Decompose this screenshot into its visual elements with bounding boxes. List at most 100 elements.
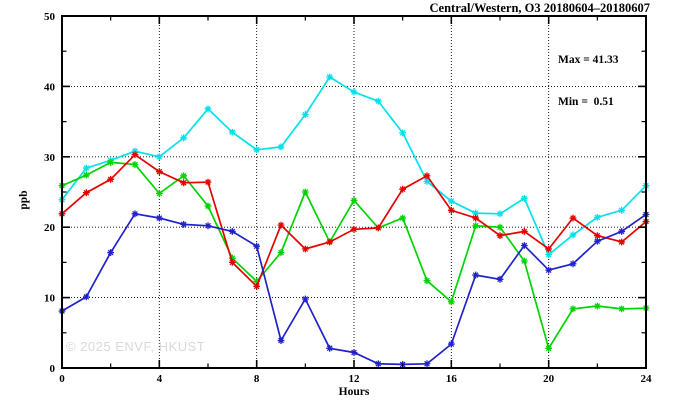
y-tick-label: 40: [44, 81, 56, 93]
x-tick-label: 12: [349, 373, 361, 385]
marker-asterisk: [447, 197, 455, 205]
marker-asterisk: [520, 228, 528, 235]
marker-asterisk: [228, 228, 236, 235]
marker-asterisk: [180, 134, 188, 142]
x-tick-label: 0: [59, 373, 65, 385]
marker-asterisk: [253, 242, 261, 250]
marker-asterisk: [520, 242, 528, 249]
marker-asterisk: [204, 222, 212, 230]
marker-asterisk: [569, 214, 577, 222]
marker-asterisk: [326, 344, 334, 352]
marker-asterisk: [277, 221, 285, 229]
marker-asterisk: [277, 143, 285, 151]
marker-asterisk: [520, 257, 528, 265]
series-markers-blue: [58, 210, 650, 368]
marker-asterisk: [545, 251, 553, 259]
marker-asterisk: [496, 210, 504, 218]
axis-ticks: [61, 15, 647, 369]
y-tick-label: 0: [50, 363, 56, 375]
marker-asterisk: [326, 73, 334, 81]
marker-asterisk: [374, 224, 382, 232]
x-tick-label: 8: [254, 373, 260, 385]
series-blue: [58, 210, 650, 368]
marker-asterisk: [180, 172, 188, 180]
y-tick-label: 10: [44, 293, 56, 305]
marker-asterisk: [618, 238, 626, 246]
marker-asterisk: [180, 220, 188, 228]
marker-asterisk: [472, 209, 480, 217]
watermark-text: © 2025 ENVF, HKUST: [66, 339, 206, 354]
marker-asterisk: [228, 254, 236, 262]
marker-asterisk: [228, 259, 236, 266]
marker-asterisk: [350, 225, 358, 233]
marker-asterisk: [301, 111, 309, 118]
marker-asterisk: [228, 128, 236, 136]
marker-asterisk: [472, 214, 480, 222]
x-tick-label: 20: [543, 373, 555, 385]
marker-asterisk: [618, 206, 626, 214]
min-value-label: Min = 0.51: [558, 96, 614, 108]
marker-asterisk: [82, 189, 90, 197]
marker-asterisk: [82, 171, 90, 179]
marker-asterisk: [593, 232, 601, 240]
marker-asterisk: [423, 172, 431, 180]
marker-asterisk: [277, 337, 285, 344]
marker-asterisk: [204, 105, 212, 113]
marker-asterisk: [301, 188, 309, 196]
marker-asterisk: [545, 245, 553, 253]
marker-asterisk: [545, 266, 553, 274]
marker-asterisk: [618, 305, 626, 313]
marker-asterisk: [180, 179, 188, 187]
marker-asterisk: [618, 228, 626, 235]
y-tick-label: 50: [44, 11, 56, 23]
y-tick-label: 30: [44, 152, 56, 164]
marker-asterisk: [399, 185, 407, 193]
marker-asterisk: [131, 210, 139, 218]
x-axis-label: Hours: [338, 386, 370, 398]
series-markers-cyan: [58, 73, 650, 259]
marker-asterisk: [204, 202, 212, 210]
marker-asterisk: [423, 178, 431, 185]
marker-asterisk: [155, 153, 163, 161]
x-tick-label: 4: [157, 373, 163, 385]
marker-asterisk: [107, 175, 115, 183]
marker-asterisk: [277, 249, 285, 256]
marker-asterisk: [423, 360, 431, 368]
x-tick-label: 24: [641, 373, 653, 385]
marker-asterisk: [131, 147, 139, 155]
marker-asterisk: [399, 129, 407, 137]
marker-asterisk: [350, 88, 358, 96]
chart-title: Central/Western, O3 20180604–20180607: [429, 1, 650, 15]
series-red: [58, 151, 650, 290]
marker-asterisk: [326, 238, 334, 246]
marker-asterisk: [82, 293, 90, 301]
tick-labels: 0 10 20 30 40 50 0 4 8 12 16 20 24: [44, 11, 652, 385]
marker-asterisk: [496, 232, 504, 240]
marker-asterisk: [569, 305, 577, 313]
marker-asterisk: [520, 194, 528, 202]
marker-asterisk: [155, 214, 163, 222]
marker-asterisk: [350, 197, 358, 204]
marker-asterisk: [593, 213, 601, 221]
max-min-annotation: Max = 41.33 Min = 0.51: [558, 25, 619, 137]
marker-asterisk: [399, 214, 407, 222]
marker-asterisk: [253, 282, 261, 290]
marker-asterisk: [545, 344, 553, 352]
y-tick-label: 20: [44, 222, 56, 234]
marker-asterisk: [593, 302, 601, 310]
series-cyan: [58, 73, 650, 259]
max-value-label: Max = 41.33: [558, 54, 619, 66]
marker-asterisk: [253, 278, 261, 285]
marker-asterisk: [131, 151, 139, 159]
marker-asterisk: [447, 206, 455, 214]
marker-asterisk: [374, 360, 382, 368]
marker-asterisk: [569, 231, 577, 239]
marker-asterisk: [155, 168, 163, 175]
marker-asterisk: [496, 223, 504, 231]
marker-asterisk: [374, 97, 382, 105]
marker-asterisk: [472, 222, 480, 230]
marker-asterisk: [593, 237, 601, 245]
marker-asterisk: [423, 277, 431, 285]
